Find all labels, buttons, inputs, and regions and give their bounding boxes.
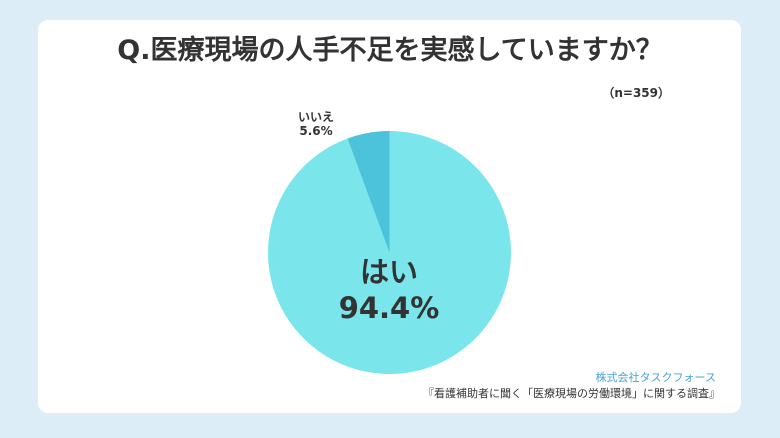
sample-size-label: （n=359） (602, 86, 670, 100)
no-label: いいえ 5.6% (298, 110, 334, 138)
company-name: 株式会社タスクフォース (595, 371, 716, 384)
yes-label-name: はい (359, 255, 418, 289)
pie-chart (268, 131, 511, 374)
no-label-value: 5.6% (299, 124, 333, 138)
yes-label-value: 94.4% (338, 291, 440, 325)
yes-label: はい 94.4% (309, 254, 469, 326)
chart-title: Q.医療現場の人手不足を実感していますか？ (117, 35, 663, 66)
no-label-name: いいえ (298, 110, 335, 124)
survey-source: 『看護補助者に聞く「医療現場の労働環境」に関する調査』 (423, 387, 720, 400)
pie-slice-no (347, 131, 390, 253)
